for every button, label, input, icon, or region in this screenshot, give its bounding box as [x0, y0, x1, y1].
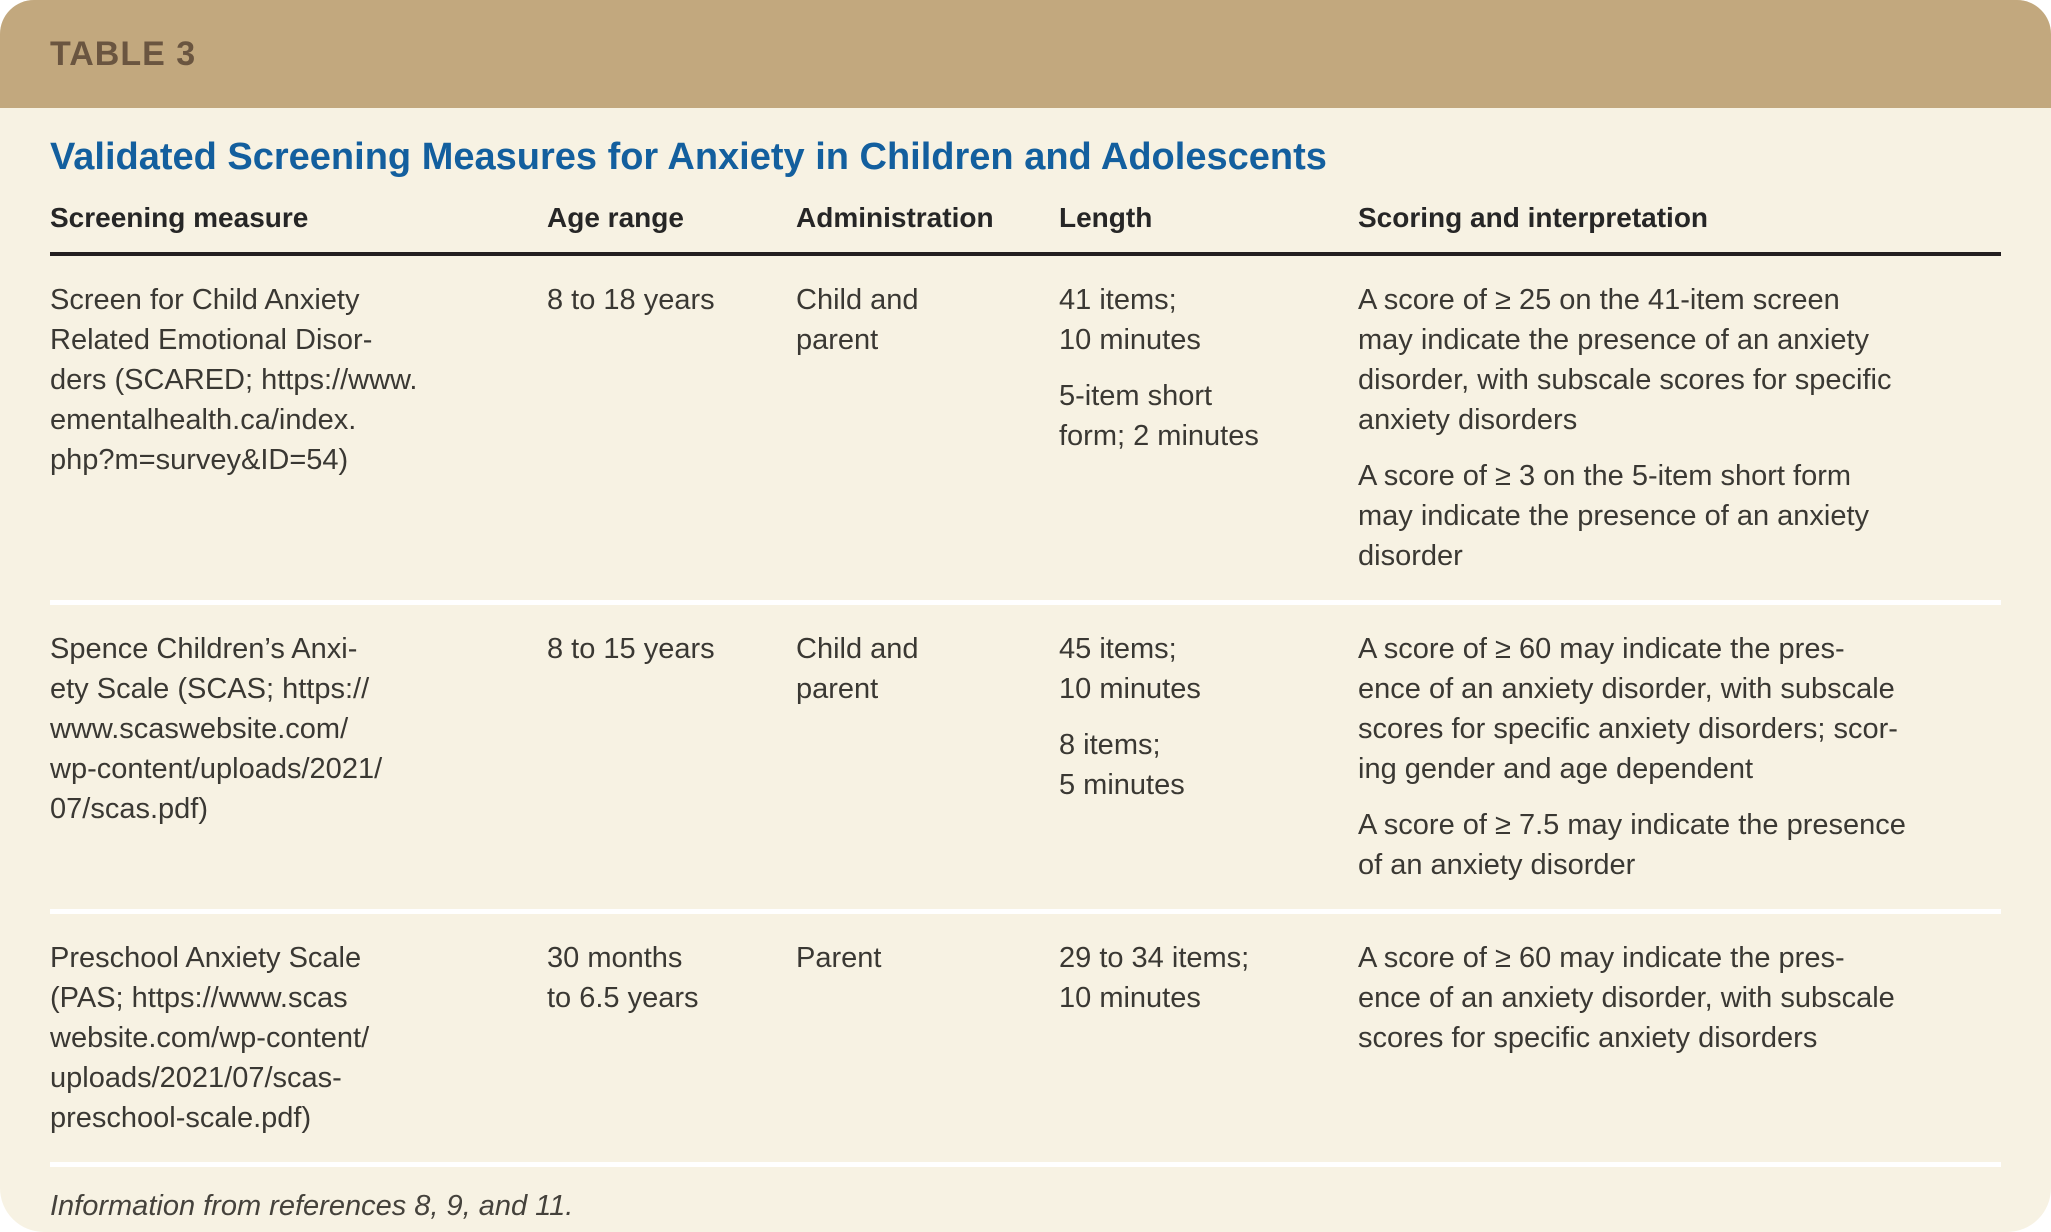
table-body: Screen for Child Anxiety Related Emotiona…	[50, 256, 2001, 1167]
table-row: Preschool Anxiety Scale (PAS; https://www…	[50, 914, 2001, 1167]
column-header-scoring: Scoring and interpretation	[1358, 202, 1709, 233]
cell-age-range: 8 to 18 years	[547, 284, 715, 316]
cell-length: 41 items; 10 minutes 5-item short form; 2 m…	[1059, 284, 1259, 452]
cell-scoring-interpretation: A score of ≥ 60 may indicate the pres-en…	[1358, 633, 1906, 881]
cell-screening-measure: Preschool Anxiety Scale (PAS; https://www…	[50, 942, 370, 1134]
cell-administration: Child and parent	[796, 633, 919, 705]
table-title: Validated Screening Measures for Anxiety…	[50, 136, 1327, 178]
cell-scoring-interpretation: A score of ≥ 25 on the 41-item screen may…	[1358, 284, 1892, 572]
column-header-length: Length	[1059, 202, 1153, 233]
column-header-age-range: Age range	[547, 202, 684, 233]
table-header-band: TABLE 3	[0, 0, 2051, 108]
table-tag: TABLE 3	[50, 34, 197, 73]
cell-administration: Child and parent	[796, 284, 919, 356]
cell-scoring-interpretation: A score of ≥ 60 may indicate the pres-en…	[1358, 942, 1895, 1054]
cell-screening-measure: Spence Children’s Anxi-ety Scale (SCAS; …	[50, 633, 383, 825]
column-header-screening-measure: Screening measure	[50, 202, 309, 233]
table-row: Spence Children’s Anxi-ety Scale (SCAS; …	[50, 605, 2001, 914]
cell-administration: Parent	[796, 942, 882, 974]
cell-length: 45 items; 10 minutes 8 items; 5 minutes	[1059, 633, 1201, 801]
cell-length: 29 to 34 items; 10 minutes	[1059, 942, 1250, 1014]
cell-screening-measure: Screen for Child Anxiety Related Emotiona…	[50, 284, 418, 476]
column-header-administration: Administration	[796, 202, 994, 233]
cell-age-range: 30 months to 6.5 years	[547, 942, 699, 1014]
column-header-row: Screening measure Age range Administrati…	[50, 188, 2001, 256]
footnote: Information from references 8, 9, and 11…	[50, 1190, 574, 1222]
table-body-area: Validated Screening Measures for Anxiety…	[0, 134, 2051, 1225]
cell-age-range: 8 to 15 years	[547, 633, 715, 665]
table-row: Screen for Child Anxiety Related Emotiona…	[50, 256, 2001, 605]
